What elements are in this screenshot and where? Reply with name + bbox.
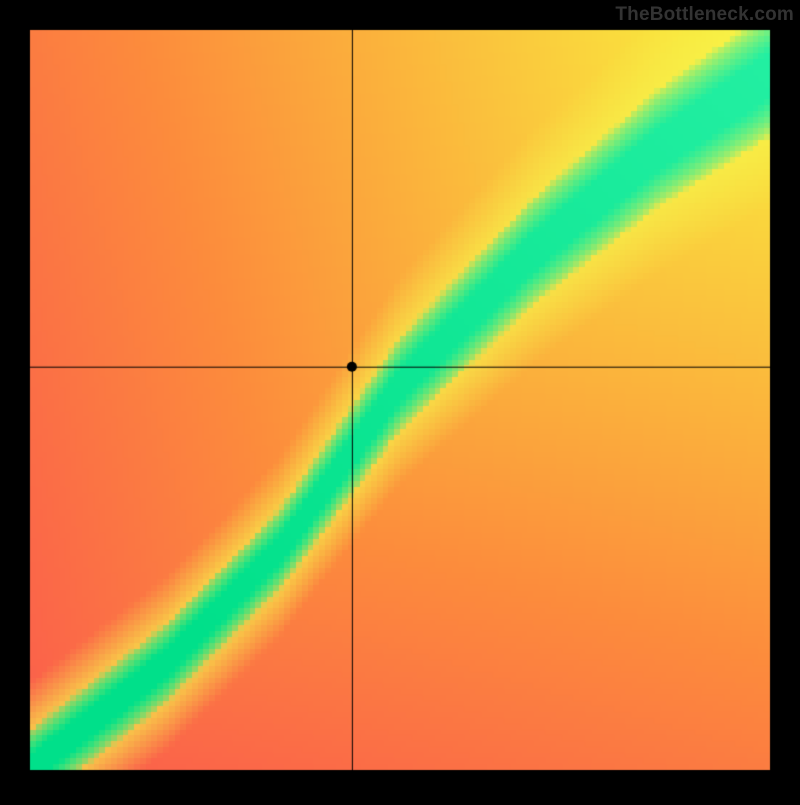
- chart-container: TheBottleneck.com: [0, 0, 800, 800]
- attribution-label: TheBottleneck.com: [615, 4, 794, 26]
- heatmap-canvas: [0, 0, 800, 800]
- heatmap-plot: [0, 0, 800, 805]
